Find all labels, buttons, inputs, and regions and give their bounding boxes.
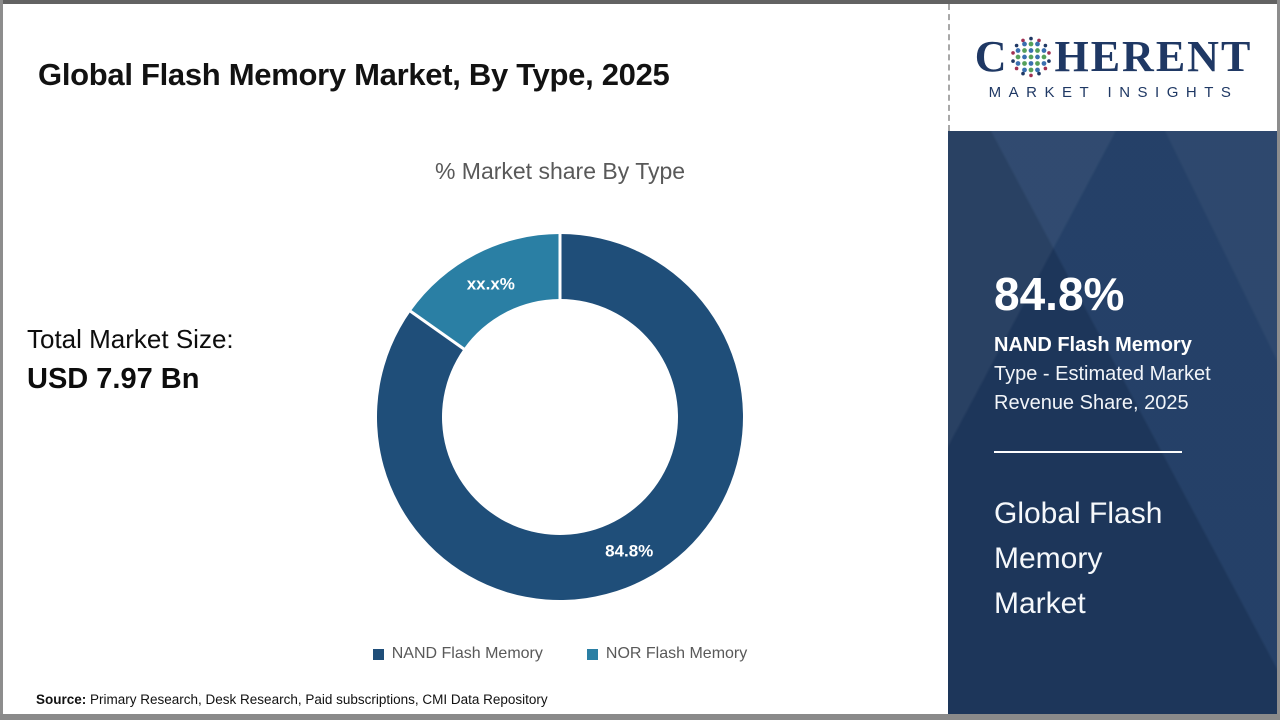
brand-logo: C HERENT MARKET INSIGHTS (948, 4, 1277, 131)
stat-value: 84.8% (994, 268, 1125, 320)
legend-item: NAND Flash Memory (372, 645, 543, 663)
sidebar-content: 84.8% NAND Flash Memory Type - Estimated… (948, 271, 1277, 626)
legend-swatch-icon (586, 648, 598, 660)
slice-label-1: 84.8% (605, 542, 653, 561)
legend-item: NOR Flash Memory (586, 645, 748, 663)
report-title: Global Flash Memory Market (994, 497, 1163, 620)
sidebar: 84.8% NAND Flash Memory Type - Estimated… (948, 131, 1277, 714)
total-market-size: Total Market Size: USD 7.97 Bn (27, 324, 234, 396)
stat-highlight: NAND Flash Memory (994, 334, 1192, 356)
source-label: Source: (36, 692, 87, 707)
frame-border-left (0, 0, 3, 720)
slice-label-2: xx.x% (467, 274, 515, 293)
chart-legend: NAND Flash Memory NOR Flash Memory (160, 645, 960, 663)
page-title: Global Flash Memory Market, By Type, 202… (38, 56, 670, 92)
slice-separator (408, 309, 467, 352)
pie-slice-2 (410, 234, 560, 349)
total-market-size-label: Total Market Size: (27, 324, 234, 354)
source-line: Source: Primary Research, Desk Research,… (36, 692, 548, 707)
divider (994, 451, 1182, 453)
total-market-size-value: USD 7.97 Bn (27, 363, 200, 395)
donut-chart: 84.8% xx.x% (376, 233, 743, 600)
source-text: Primary Research, Desk Research, Paid su… (86, 692, 548, 707)
pie-slice-1 (376, 234, 743, 600)
donut-chart-area: 84.8% xx.x% (370, 227, 750, 607)
frame-border-right (1277, 0, 1280, 720)
brand-subtitle: MARKET INSIGHTS (988, 83, 1239, 101)
coherent-globe-icon (1011, 36, 1052, 77)
brand-wordmark: C HERENT (974, 31, 1253, 81)
brand-letters-end: HERENT (1054, 31, 1253, 81)
chart-title: % Market share By Type (434, 158, 686, 184)
brand-letter-start: C (974, 31, 1009, 81)
legend-label: NAND Flash Memory (391, 645, 543, 662)
stat-caption: Type - Estimated Market Revenue Share, 2… (994, 363, 1211, 414)
legend-swatch-icon (372, 648, 384, 660)
legend-label: NOR Flash Memory (605, 645, 748, 662)
frame-border-top (0, 0, 1280, 4)
frame-border-bottom (0, 714, 1280, 720)
